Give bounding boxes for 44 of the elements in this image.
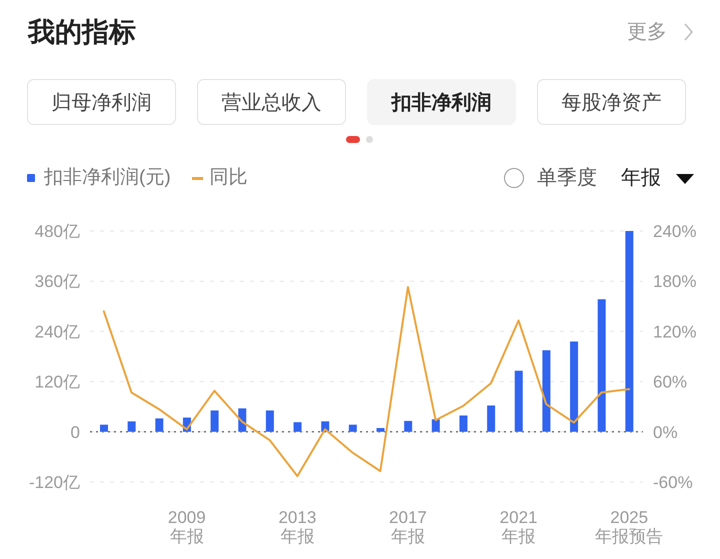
tab: 扣非净利润 bbox=[367, 79, 516, 125]
y-tick-label: -120亿 bbox=[28, 473, 80, 492]
legend-label: 同比 bbox=[210, 166, 248, 190]
chart-title: 我的指标 bbox=[28, 16, 136, 49]
bar bbox=[570, 341, 578, 432]
bar bbox=[266, 410, 274, 432]
bar bbox=[404, 420, 412, 432]
y-tick-label: 360亿 bbox=[34, 272, 80, 292]
y-tick-label: 240亿 bbox=[34, 322, 80, 342]
y2-tick-label: 60% bbox=[653, 372, 688, 392]
y-tick-label: 120亿 bbox=[34, 372, 80, 392]
text: 单季度 bbox=[537, 166, 597, 191]
bar bbox=[625, 231, 634, 432]
x-tick-label: 2013 年报 bbox=[278, 508, 316, 546]
y2-tick-label: 0% bbox=[653, 422, 678, 442]
legend-label: 扣非净利润(元) bbox=[44, 166, 171, 190]
y2-tick-label: 240% bbox=[653, 222, 696, 242]
x-tick-label: 2009 年报 bbox=[168, 508, 206, 546]
line-series bbox=[102, 286, 630, 478]
y-tick-label: 480亿 bbox=[34, 222, 80, 242]
tab: 每股净资产 bbox=[537, 79, 686, 125]
y-tick-label: 0 bbox=[70, 422, 80, 442]
bar bbox=[459, 415, 468, 432]
bar bbox=[348, 424, 357, 432]
bar bbox=[487, 405, 496, 432]
y2-tick-label: -60% bbox=[653, 473, 693, 492]
bar bbox=[210, 410, 219, 432]
bar bbox=[100, 424, 108, 432]
x-tick-label: 2017 年报 bbox=[389, 508, 427, 546]
y2-tick-label: 180% bbox=[653, 272, 696, 292]
text: 年报 bbox=[621, 166, 661, 191]
x-tick-label: 2021 年报 bbox=[500, 508, 538, 546]
tab: 归母净利润 bbox=[27, 79, 176, 125]
bar bbox=[598, 299, 606, 432]
bar bbox=[514, 370, 523, 432]
tab: 营业总收入 bbox=[197, 79, 346, 125]
bar bbox=[294, 422, 302, 432]
text: 更多 bbox=[627, 20, 667, 45]
x-tick-label: 2025 年报预告 bbox=[595, 508, 664, 546]
bar bbox=[542, 350, 550, 432]
bar bbox=[376, 428, 384, 432]
y2-tick-label: 120% bbox=[653, 322, 696, 342]
bar bbox=[155, 418, 164, 432]
bar bbox=[128, 421, 136, 432]
